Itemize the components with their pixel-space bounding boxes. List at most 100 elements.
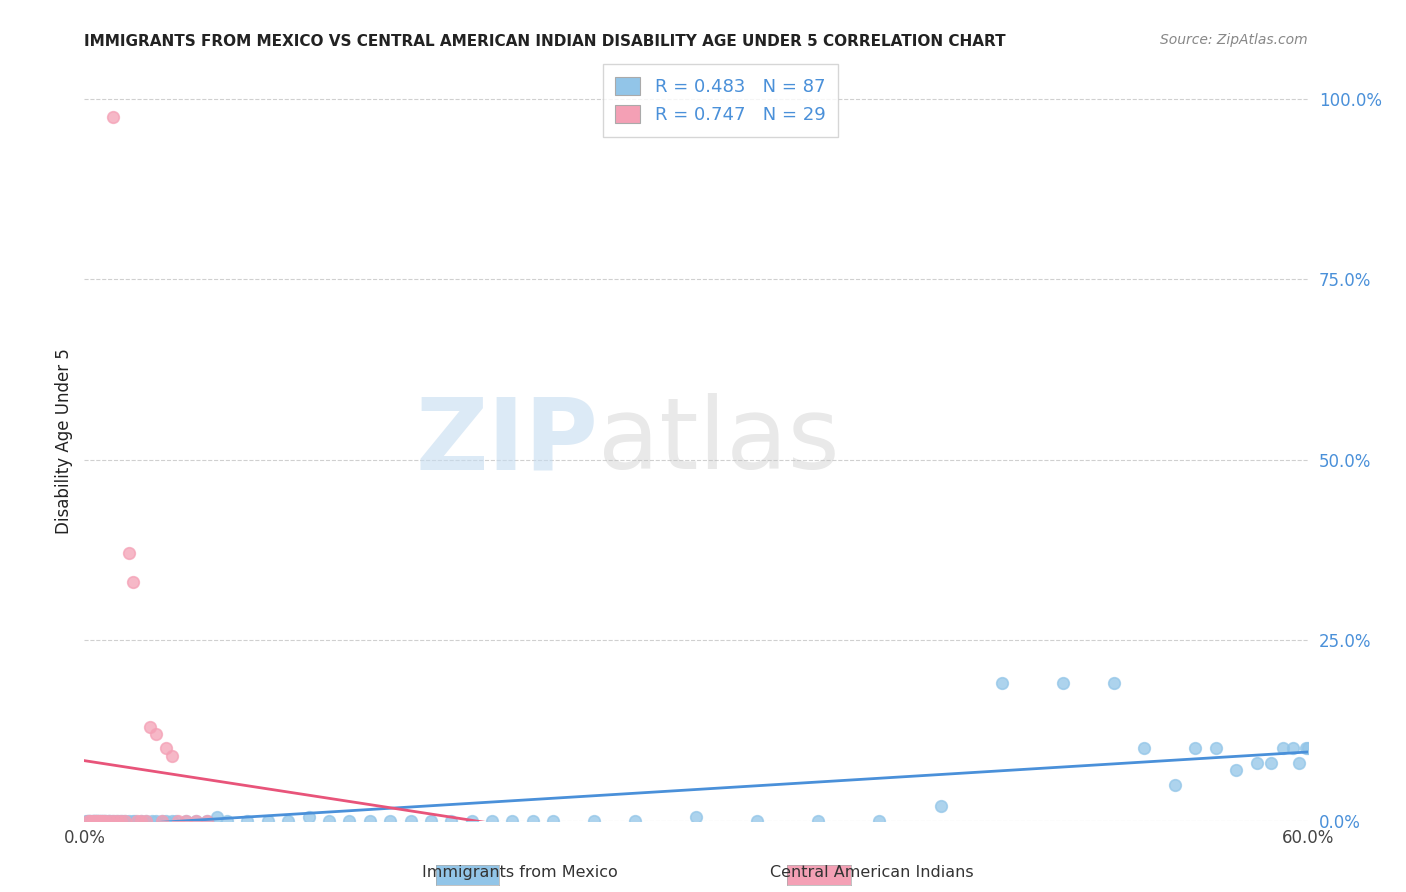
Point [97, 814, 120, 828]
Point [100, 814, 122, 828]
Point [87, 814, 110, 828]
Point [82, 814, 104, 828]
Point [90, 814, 112, 828]
Point [91, 814, 114, 828]
Point [277, 814, 299, 828]
Point [150, 814, 173, 828]
Point [359, 814, 381, 828]
Point [77, 814, 100, 828]
Point [195, 814, 218, 828]
Point [135, 814, 157, 828]
Point [420, 814, 443, 828]
Point [298, 810, 321, 824]
Point [112, 814, 135, 828]
Point [101, 814, 124, 828]
Point [122, 814, 145, 828]
Point [339, 814, 361, 828]
Point [104, 814, 127, 828]
Point [101, 110, 124, 124]
Text: Immigrants from Mexico: Immigrants from Mexico [422, 865, 619, 880]
Point [440, 814, 463, 828]
Point [86, 814, 108, 828]
Point [83, 814, 105, 828]
Point [1184, 741, 1206, 756]
Point [1164, 778, 1187, 792]
Point [1133, 741, 1156, 756]
Point [82, 814, 104, 828]
Point [114, 814, 136, 828]
Point [77, 814, 100, 828]
Point [91, 814, 114, 828]
Point [77, 814, 100, 828]
Point [83, 814, 105, 828]
Point [91, 814, 114, 828]
Point [174, 814, 197, 828]
Point [138, 720, 160, 734]
Text: Central American Indians: Central American Indians [770, 865, 973, 880]
Text: atlas: atlas [598, 393, 839, 490]
Point [1205, 741, 1227, 756]
Point [167, 814, 190, 828]
Point [110, 814, 132, 828]
Point [118, 546, 141, 560]
Point [318, 814, 340, 828]
Legend: R = 0.483   N = 87, R = 0.747   N = 29: R = 0.483 N = 87, R = 0.747 N = 29 [603, 64, 838, 136]
Point [1272, 741, 1295, 756]
Point [502, 814, 524, 828]
Point [93, 814, 115, 828]
Point [97, 814, 120, 828]
Point [543, 814, 565, 828]
Point [1225, 763, 1247, 777]
Point [1260, 756, 1282, 770]
Point [93, 814, 115, 828]
Point [90, 814, 112, 828]
Point [124, 814, 146, 828]
Point [101, 814, 124, 828]
Point [75, 814, 97, 828]
Point [83, 814, 105, 828]
Point [141, 814, 163, 828]
Point [685, 810, 707, 824]
Point [991, 676, 1014, 690]
Point [186, 814, 208, 828]
Text: Source: ZipAtlas.com: Source: ZipAtlas.com [1160, 33, 1308, 47]
Point [82, 814, 104, 828]
Point [807, 814, 830, 828]
Text: IMMIGRANTS FROM MEXICO VS CENTRAL AMERICAN INDIAN DISABILITY AGE UNDER 5 CORRELA: IMMIGRANTS FROM MEXICO VS CENTRAL AMERIC… [84, 34, 1005, 49]
Point [79, 814, 101, 828]
Point [110, 814, 132, 828]
Point [624, 814, 647, 828]
Point [380, 814, 402, 828]
Point [127, 814, 149, 828]
Point [747, 814, 769, 828]
Point [1295, 741, 1317, 756]
Point [236, 814, 259, 828]
Point [96, 814, 118, 828]
Point [90, 814, 112, 828]
Point [174, 814, 197, 828]
Point [79, 814, 101, 828]
Point [122, 575, 145, 590]
Point [79, 814, 101, 828]
Point [114, 814, 136, 828]
Point [145, 814, 167, 828]
Point [217, 814, 239, 828]
Point [1052, 676, 1074, 690]
Point [1102, 676, 1125, 690]
Text: ZIP: ZIP [415, 393, 598, 490]
Point [929, 799, 952, 814]
Point [160, 814, 183, 828]
Point [86, 814, 108, 828]
Point [108, 814, 131, 828]
Point [1296, 741, 1319, 756]
Point [155, 814, 177, 828]
Point [257, 814, 280, 828]
Point [105, 814, 128, 828]
Point [1288, 756, 1310, 770]
Point [135, 814, 157, 828]
Point [118, 814, 141, 828]
Point [150, 814, 173, 828]
Point [165, 814, 187, 828]
Point [93, 814, 115, 828]
Point [205, 810, 228, 824]
